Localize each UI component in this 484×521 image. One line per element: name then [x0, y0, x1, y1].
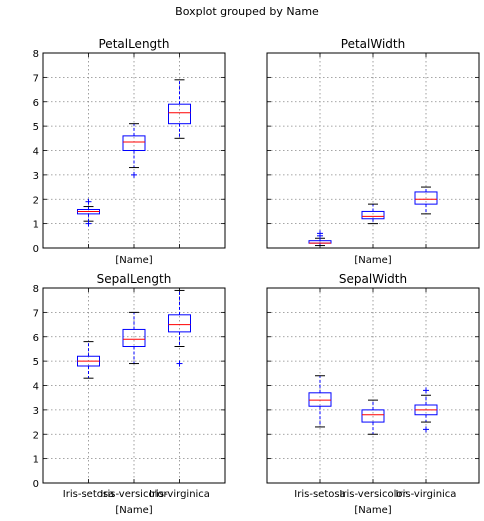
outlier-marker [423, 426, 429, 433]
y-tick-label: 1 [33, 220, 39, 231]
box-iris-virginica [168, 289, 191, 367]
subplot-sepallength: SepalLength 0 1 2 3 4 5 6 7 8 Iris-setosaIris-vers… [33, 272, 226, 516]
x-tick-label: Iris-virginica [149, 489, 210, 500]
y-tick-label: 7 [33, 308, 39, 319]
y-tick-label: 8 [33, 284, 39, 295]
y-tick-label: 0 [33, 244, 39, 255]
outlier-marker [317, 230, 323, 237]
box-body [361, 210, 385, 220]
outlier-marker [85, 220, 92, 227]
axes-frame [42, 287, 226, 484]
x-tick-label: Iris-versicolor [100, 489, 168, 500]
axes-frame [266, 52, 480, 249]
y-tick-label: 0 [33, 479, 39, 490]
outlier-marker [85, 198, 92, 205]
box-iris-setosa [308, 230, 332, 247]
x-tick-label: Iris-virginica [396, 489, 457, 500]
box-iris-setosa [77, 341, 100, 379]
subplot-title: PetalLength [99, 37, 170, 51]
y-tick-label: 8 [33, 49, 39, 60]
y-tick-label: 6 [33, 98, 39, 109]
y-tick-label: 5 [33, 357, 39, 368]
y-tick-label: 3 [33, 406, 39, 417]
x-tick-label: Iris-setosa [294, 489, 345, 500]
box-iris-versicolor [122, 123, 146, 178]
box-body [361, 409, 385, 423]
box-iris-virginica [168, 79, 191, 139]
subplot-title: SepalLength [97, 272, 172, 286]
y-tick-label: 2 [33, 430, 39, 441]
box-iris-virginica [414, 186, 438, 215]
box-iris-setosa [308, 375, 332, 428]
outlier-marker [131, 171, 137, 178]
subplot-title: SepalWidth [339, 272, 407, 286]
box-body [308, 392, 332, 407]
y-tick-label: 1 [33, 455, 39, 466]
x-tick-label: Iris-versicolor [339, 489, 407, 500]
subplot-sepalwidth: SepalWidth Iris-setosaIris-versicolorIris… [266, 272, 480, 516]
box-body [122, 328, 146, 347]
figure-title: Boxplot grouped by Name [175, 5, 319, 18]
y-tick-label: 4 [33, 147, 39, 158]
subplot-title: PetalWidth [341, 37, 405, 51]
x-tick-label: Iris-setosa [63, 489, 114, 500]
subplot-grid: PetalLength 0 1 2 3 4 5 6 7 8 [Name] PetalWidth [Nam… [33, 37, 480, 516]
axes-frame [42, 52, 226, 249]
y-tick-label: 4 [33, 382, 39, 393]
box-body [168, 103, 191, 125]
box-body [122, 135, 146, 151]
x-axis-label: [Name] [115, 505, 152, 516]
box-iris-versicolor [361, 399, 385, 435]
outlier-marker [423, 387, 429, 394]
x-axis-label: [Name] [354, 255, 391, 266]
y-tick-label: 3 [33, 171, 39, 182]
x-axis-label: [Name] [115, 255, 152, 266]
x-axis-label: [Name] [354, 505, 391, 516]
y-tick-label: 2 [33, 195, 39, 206]
subplot-petalwidth: PetalWidth [Name] [266, 37, 480, 266]
box-iris-virginica [414, 387, 438, 433]
subplot-petallength: PetalLength 0 1 2 3 4 5 6 7 8 [Name] [33, 37, 226, 266]
box-iris-versicolor [361, 203, 385, 225]
axes-frame [266, 287, 480, 484]
box-iris-versicolor [122, 311, 146, 365]
y-tick-label: 5 [33, 122, 39, 133]
box-iris-setosa [77, 198, 100, 227]
outlier-marker [176, 360, 183, 367]
y-tick-label: 7 [33, 73, 39, 84]
box-body [168, 314, 191, 333]
box-body [414, 191, 438, 205]
y-tick-label: 6 [33, 333, 39, 344]
